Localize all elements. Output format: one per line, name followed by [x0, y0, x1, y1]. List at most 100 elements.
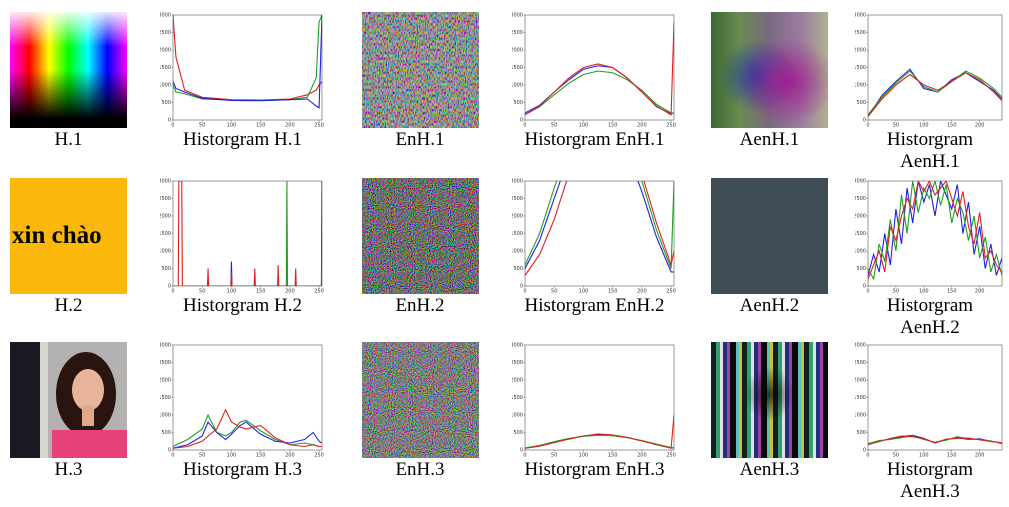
x-tick-label: 200 — [637, 453, 647, 459]
y-tick-label: 1000 — [855, 249, 866, 255]
x-tick-label: 200 — [975, 453, 985, 459]
caption: EnH.1 — [395, 129, 445, 150]
y-tick-label: 3000 — [855, 179, 866, 185]
x-tick-label: 100 — [227, 123, 237, 129]
y-tick-label: 3000 — [512, 13, 523, 19]
x-tick-label: 250 — [314, 453, 324, 459]
y-tick-label: 2000 — [160, 378, 171, 384]
caption: H.3 — [54, 459, 83, 480]
y-tick-label: 2000 — [160, 214, 171, 220]
y-tick-label: 1000 — [855, 83, 866, 89]
y-tick-label: 2500 — [512, 360, 523, 366]
x-tick-label: 0 — [866, 123, 869, 129]
histogram-line — [868, 72, 1002, 117]
caption: Historgram H.1 — [183, 129, 302, 150]
histogram-line — [173, 420, 322, 449]
y-tick-label: 0 — [168, 284, 171, 290]
y-tick-label: 2000 — [512, 378, 523, 384]
y-tick-label: 3000 — [855, 13, 866, 19]
y-tick-label: 2500 — [160, 196, 171, 202]
y-tick-label: 2500 — [160, 360, 171, 366]
x-tick-label: 150 — [608, 289, 618, 295]
x-tick-label: 250 — [314, 289, 324, 295]
x-tick-label: 0 — [866, 453, 869, 459]
x-tick-label: 50 — [199, 123, 205, 129]
caption: Historgram AenH.2 — [886, 295, 974, 338]
histogram-line — [173, 15, 322, 109]
y-tick-label: 3000 — [160, 13, 171, 19]
y-tick-label: 1000 — [855, 413, 866, 419]
y-tick-label: 0 — [168, 118, 171, 124]
y-tick-label: 1500 — [855, 65, 866, 71]
y-tick-label: 500 — [161, 430, 171, 436]
x-tick-label: 100 — [579, 453, 589, 459]
x-tick-label: 150 — [608, 123, 618, 129]
x-tick-label: 50 — [893, 453, 899, 459]
caption: AenH.3 — [739, 459, 800, 480]
histogram: 0 500 1000 1500 2000 2500 3000 0 50 100 150 200 — [855, 179, 1003, 295]
y-tick-label: 3000 — [512, 343, 523, 349]
x-tick-label: 250 — [666, 453, 676, 459]
x-tick-label: 150 — [947, 453, 957, 459]
y-tick-label: 2500 — [512, 196, 523, 202]
y-tick-label: 2000 — [855, 48, 866, 54]
histogram-line — [868, 181, 1002, 281]
histogram-line — [525, 181, 674, 273]
caption: Historgram EnH.2 — [524, 295, 665, 316]
histogram-line — [868, 181, 1002, 280]
y-tick-label: 1000 — [160, 249, 171, 255]
image-aenh1 — [711, 12, 828, 128]
histogram-line — [173, 181, 322, 286]
histogram-line — [525, 434, 674, 449]
y-tick-label: 2000 — [512, 214, 523, 220]
histogram-line — [173, 413, 322, 448]
y-tick-label: 1000 — [160, 413, 171, 419]
histogram: 0 500 1000 1500 2000 2500 3000 0 50 100 150 200 250 — [160, 179, 324, 295]
x-tick-label: 50 — [551, 453, 557, 459]
y-tick-label: 1500 — [160, 65, 171, 71]
x-tick-label: 100 — [919, 123, 929, 129]
x-tick-label: 200 — [637, 123, 647, 129]
caption: H.1 — [54, 129, 83, 150]
y-tick-label: 500 — [513, 100, 523, 106]
histogram: 0 500 1000 1500 2000 2500 3000 0 50 100 150 200 250 — [512, 343, 676, 459]
histogram-line — [868, 70, 1002, 116]
y-tick-label: 0 — [168, 448, 171, 454]
y-tick-label: 3000 — [160, 179, 171, 185]
x-tick-label: 50 — [893, 289, 899, 295]
y-tick-label: 0 — [520, 284, 523, 290]
y-tick-label: 500 — [161, 266, 171, 272]
y-tick-label: 1000 — [512, 83, 523, 89]
histogram-line — [173, 408, 322, 449]
histogram-line — [525, 21, 674, 116]
image-aenh3 — [711, 342, 828, 458]
image-h3 — [10, 342, 127, 458]
x-tick-label: 150 — [256, 289, 266, 295]
caption: EnH.3 — [395, 459, 445, 480]
y-tick-label: 2000 — [160, 48, 171, 54]
x-tick-label: 150 — [256, 453, 266, 459]
y-tick-label: 500 — [161, 100, 171, 106]
x-tick-label: 50 — [551, 123, 557, 129]
y-tick-label: 1500 — [855, 231, 866, 237]
x-tick-label: 0 — [523, 453, 526, 459]
y-tick-label: 500 — [856, 266, 866, 272]
x-tick-label: 100 — [919, 289, 929, 295]
plot-frame — [172, 14, 323, 121]
plot-frame — [867, 14, 1003, 121]
x-tick-label: 100 — [227, 289, 237, 295]
x-tick-label: 200 — [975, 123, 985, 129]
x-tick-label: 200 — [285, 453, 295, 459]
x-tick-label: 100 — [919, 453, 929, 459]
y-tick-label: 1000 — [512, 413, 523, 419]
y-tick-label: 1500 — [855, 395, 866, 401]
caption: Historgram EnH.1 — [524, 129, 665, 150]
y-tick-label: 3000 — [855, 343, 866, 349]
x-tick-label: 150 — [947, 123, 957, 129]
y-tick-label: 500 — [856, 430, 866, 436]
y-tick-label: 2000 — [855, 378, 866, 384]
y-tick-label: 2500 — [855, 360, 866, 366]
image-enh2 — [362, 178, 478, 294]
caption: Historgram H.2 — [183, 295, 302, 316]
